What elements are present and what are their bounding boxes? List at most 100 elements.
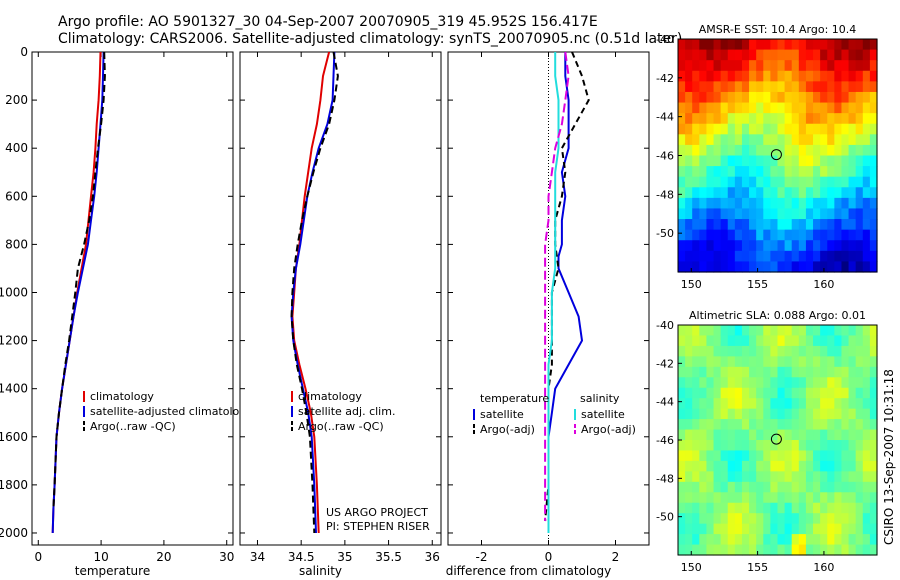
sla_map-cell (756, 419, 764, 431)
sla_map-cell (741, 377, 750, 389)
sst_map-cell (855, 102, 864, 114)
sst_map-cell (720, 250, 729, 263)
sla_map-cell (699, 513, 708, 525)
difference-series-temperature-argo-adj- (544, 51, 590, 522)
sst_map-cell (685, 250, 693, 263)
sla_map-cell (777, 481, 786, 493)
sla_map-cell (720, 398, 729, 410)
sla_map-cell (848, 377, 857, 389)
sla_map-cell (848, 460, 857, 472)
sla_map-cell (770, 513, 779, 525)
sst_map-cell (798, 39, 807, 51)
sst_map-cell (749, 166, 757, 178)
sst_map-cell (692, 60, 700, 72)
sst_map-cell (734, 176, 743, 188)
temperature-legend-label: Argo(..raw -QC) (90, 420, 176, 433)
sla_map-ytick-label: -40 (656, 319, 674, 332)
sst_map-cell (784, 240, 793, 252)
sla_map-cell (727, 513, 736, 525)
sst_map-cell (805, 49, 814, 61)
sla_map-cell (827, 398, 835, 410)
sla_map-cell (678, 356, 686, 368)
sla_map-cell (749, 356, 757, 368)
sst_map-cell (678, 197, 686, 210)
sst_map-cell (770, 187, 779, 199)
sst_map-cell (813, 60, 821, 72)
sst_map-cell (869, 166, 878, 178)
difference-series-salinity-argo-adj- (544, 51, 570, 521)
sla_map-cell (798, 513, 807, 525)
sst_map-cell (848, 155, 857, 167)
sst_map-cell (741, 240, 750, 252)
sla_map-cell (770, 481, 779, 493)
sst_map-cell (720, 166, 729, 178)
sla_map-cell (727, 356, 736, 368)
sst_map-cell (777, 91, 786, 104)
sst_map-cell (813, 70, 821, 82)
sst_map-cell (848, 261, 857, 273)
sla_map-cell (763, 544, 771, 556)
sla_map-cell (791, 387, 800, 399)
sst_map-cell (798, 134, 807, 146)
sla_map-cell (862, 398, 871, 410)
sla_map-cell (763, 502, 771, 514)
sst_map-cell (834, 176, 843, 188)
sst_map-cell (713, 229, 722, 241)
sst_map-cell (848, 60, 857, 72)
sst_map-cell (813, 39, 821, 51)
sla_map-cell (678, 460, 686, 472)
sla_map-cell (848, 398, 857, 410)
sla_map-cell (855, 523, 864, 535)
sla_map-cell (685, 481, 693, 493)
sst_map-cell (855, 113, 864, 125)
sst_map-cell (749, 91, 757, 104)
sst_map-cell (813, 250, 821, 263)
sst_map-cell (741, 134, 750, 146)
sst_map-cell (791, 70, 800, 82)
sst_map-cell (685, 113, 693, 125)
sst_map-cell (720, 197, 729, 210)
sla_map-cell (699, 502, 708, 514)
sst_map-cell (869, 144, 878, 157)
salinity-series-argo-raw-qc- (290, 51, 339, 534)
sla_map-cell (862, 460, 871, 472)
sst_map-cell (741, 176, 750, 188)
sst_map-cell (813, 197, 821, 210)
sst_map-cell (805, 166, 814, 178)
sst_map-cell (869, 197, 878, 210)
sst_map-cell (841, 60, 850, 72)
sst_map-cell (791, 166, 800, 178)
sst_map-cell (848, 81, 857, 93)
sst_map-cell (827, 166, 835, 178)
sst_map-cell (763, 187, 771, 199)
sst_map-cell (820, 229, 828, 241)
sla_map-cell (834, 345, 843, 357)
sla_map-cell (869, 471, 878, 483)
sst_map-cell (749, 70, 757, 82)
sla_map-cell (727, 377, 736, 389)
sla_map-cell (678, 398, 686, 410)
sla_map-cell (855, 356, 864, 368)
sst_map-cell (720, 113, 729, 125)
sst_map-cell (749, 49, 757, 61)
sst_map-cell (706, 187, 715, 199)
sst_map-title: AMSR-E SST: 10.4 Argo: 10.4 (699, 23, 857, 36)
sst_map-cell (848, 229, 857, 241)
sst_map-cell (869, 49, 878, 61)
sst_map-cell (756, 144, 764, 157)
sst_map-cell (770, 250, 779, 263)
salinity-xtick-label: 36 (425, 550, 440, 564)
sla_map-cell (749, 419, 757, 431)
sla_map-cell (734, 356, 743, 368)
sla_map-xtick-label: 150 (681, 561, 702, 574)
sst_map-cell (798, 250, 807, 263)
sst_map-cell (798, 261, 807, 273)
sla_map-cell (770, 460, 779, 472)
sla_map-cell (770, 345, 779, 357)
sst_map-cell (741, 187, 750, 199)
sla_map-cell (770, 356, 779, 368)
sst_map-cell (813, 123, 821, 135)
sst_map-cell (763, 60, 771, 72)
sst_map-cell (827, 250, 835, 263)
